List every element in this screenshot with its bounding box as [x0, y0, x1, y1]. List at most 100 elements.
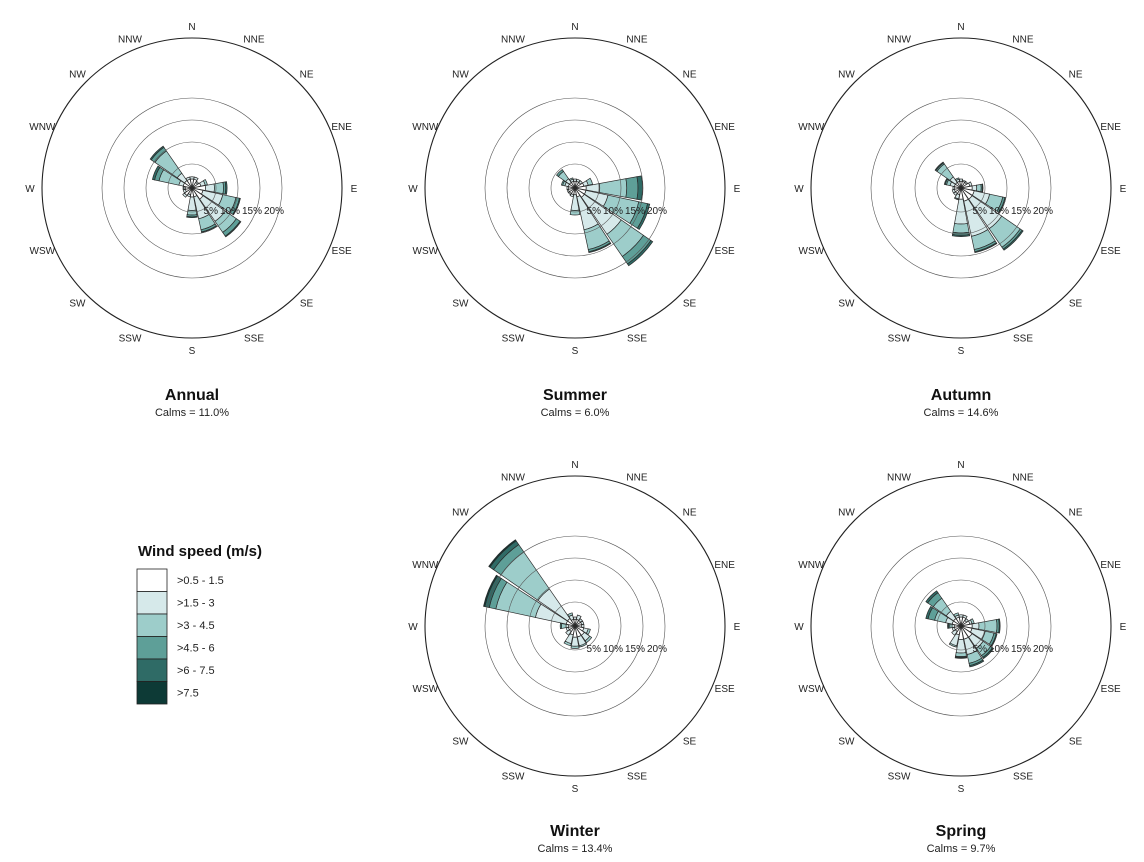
- calms-label: Calms = 9.7%: [927, 843, 996, 855]
- grid-ring-1: [550, 601, 600, 651]
- sector-s-5: [951, 234, 971, 237]
- sector-n-2: [572, 616, 578, 620]
- direction-label-e: E: [734, 622, 741, 633]
- direction-label-s: S: [958, 784, 965, 795]
- direction-label-se: SE: [1069, 737, 1083, 748]
- legend-swatch: [136, 681, 168, 705]
- sector-se-5: [626, 239, 654, 267]
- direction-label-e: E: [1120, 622, 1127, 633]
- legend-label: >0.5 - 1.5: [177, 575, 224, 587]
- sector-nw-6: [488, 539, 517, 568]
- sector-n-2: [958, 178, 964, 182]
- wind-rose-spring: 5% 10% 15% 20% N NNE NE ENE E ESE SE SSE S SSW SW WSW W W…: [794, 460, 1126, 855]
- grid-ring-2: [914, 579, 1008, 673]
- sector-e-5: [981, 183, 984, 193]
- direction-label-sse: SSE: [627, 334, 647, 345]
- direction-label-w: W: [794, 622, 804, 633]
- direction-label-nne: NNE: [626, 472, 647, 483]
- grid-ring-3: [506, 119, 644, 257]
- outer-circle: [424, 37, 726, 339]
- ring-label: 15%: [625, 206, 645, 217]
- ring-label: 20%: [647, 206, 667, 217]
- sector-w-5: [947, 623, 950, 629]
- sector-wnw-6: [483, 574, 498, 607]
- sector-wsw-2: [951, 189, 956, 194]
- sector-ese-5: [636, 203, 651, 230]
- direction-label-ese: ESE: [715, 684, 735, 695]
- direction-label-nnw: NNW: [118, 34, 142, 45]
- sector-s-3: [952, 223, 970, 234]
- direction-label-wsw: WSW: [799, 246, 825, 257]
- grid-ring-1: [936, 163, 986, 213]
- sector-nnw-3: [953, 612, 960, 618]
- grid-ring-1: [550, 163, 600, 213]
- sector-ene-2: [580, 620, 585, 625]
- ring-label: 20%: [647, 644, 667, 655]
- direction-label-s: S: [189, 346, 196, 357]
- calms-label: Calms = 6.0%: [541, 407, 610, 419]
- direction-label-s: S: [572, 784, 579, 795]
- ring-label: 15%: [1011, 206, 1031, 217]
- sector-e-5: [636, 175, 643, 201]
- calms-label: Calms = 13.4%: [538, 843, 613, 855]
- wind-rose-annual: 5% 10% 15% 20% N NNE NE ENE E ESE SE SSE S SSW SW WSW W W…: [25, 22, 357, 419]
- ring-label: 10%: [220, 206, 240, 217]
- legend-title: Wind speed (m/s): [138, 543, 262, 560]
- grid-ring-3: [123, 119, 261, 257]
- direction-label-w: W: [794, 184, 804, 195]
- sector-se-5: [1002, 229, 1024, 251]
- direction-label-ese: ESE: [332, 246, 352, 257]
- outer-circle: [424, 475, 726, 777]
- ring-label: 5%: [973, 206, 988, 217]
- ring-label: 20%: [1033, 206, 1053, 217]
- sector-nnw-3: [954, 177, 960, 181]
- direction-label-ene: ENE: [714, 122, 735, 133]
- direction-label-ssw: SSW: [502, 334, 525, 345]
- legend-label: >1.5 - 3: [177, 598, 215, 610]
- outer-circle: [810, 475, 1112, 777]
- direction-label-nnw: NNW: [501, 472, 525, 483]
- rose-title: Winter: [550, 823, 600, 840]
- sector-nw-5: [934, 161, 945, 172]
- sector-e-4: [625, 176, 639, 200]
- ring-label: 10%: [989, 206, 1009, 217]
- sector-ese-5: [232, 197, 241, 216]
- direction-label-se: SE: [1069, 299, 1083, 310]
- sector-sse-3: [578, 642, 588, 648]
- sector-wnw-5: [925, 605, 934, 620]
- legend-swatch: [136, 658, 168, 682]
- sector-ene-3: [585, 177, 594, 186]
- ring-label: 10%: [603, 644, 623, 655]
- sector-w-3: [182, 185, 185, 191]
- grid-ring-2: [528, 141, 622, 235]
- direction-label-nnw: NNW: [887, 34, 911, 45]
- sector-ese-5: [990, 633, 998, 647]
- direction-label-wnw: WNW: [798, 560, 825, 571]
- sector-wsw-2: [565, 627, 570, 632]
- sector-n-2: [189, 176, 195, 180]
- grid-ring-3: [892, 119, 1030, 257]
- outer-circle: [41, 37, 343, 339]
- sector-ssw-3: [953, 196, 960, 201]
- rose-title: Spring: [936, 823, 987, 840]
- sector-sse-5: [588, 242, 612, 254]
- direction-label-ene: ENE: [331, 122, 352, 133]
- sector-s-3: [955, 652, 967, 657]
- sector-e-5: [224, 181, 228, 195]
- direction-label-sse: SSE: [244, 334, 264, 345]
- direction-label-ssw: SSW: [119, 334, 142, 345]
- legend-label: >4.5 - 6: [177, 643, 215, 655]
- direction-label-wsw: WSW: [413, 246, 439, 257]
- direction-label-wsw: WSW: [30, 246, 56, 257]
- calms-label: Calms = 14.6%: [924, 407, 999, 419]
- outer-circle: [810, 37, 1112, 339]
- sector-sse-5: [974, 242, 998, 254]
- direction-label-ne: NE: [300, 69, 314, 80]
- direction-label-w: W: [25, 184, 35, 195]
- grid-ring-1: [167, 163, 217, 213]
- ring-label: 15%: [242, 206, 262, 217]
- direction-label-nw: NW: [69, 69, 86, 80]
- grid-ring-4: [870, 97, 1052, 279]
- direction-label-n: N: [957, 22, 964, 33]
- ring-label: 5%: [973, 644, 988, 655]
